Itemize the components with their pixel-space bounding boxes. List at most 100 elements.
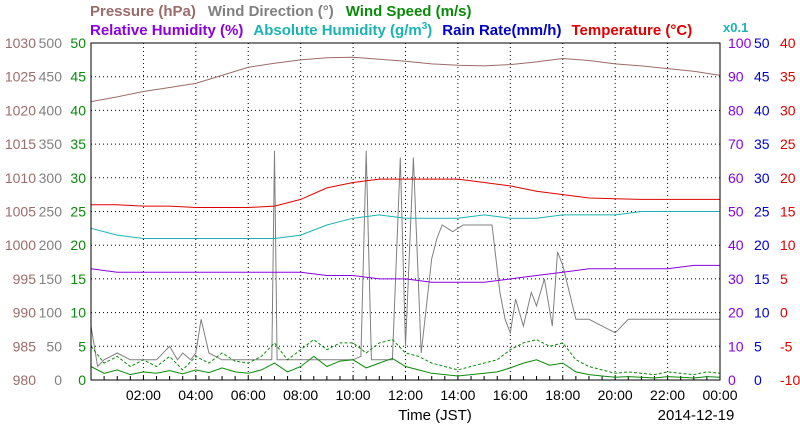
- y-tick-label: 0: [780, 305, 788, 321]
- y-tick-label: 400: [39, 102, 63, 118]
- y-tick-label: 30: [780, 102, 796, 118]
- x-tick-label: 00:00: [702, 387, 737, 403]
- y-tick-label: 40: [728, 237, 744, 253]
- y-tick-label: 10: [780, 237, 796, 253]
- legend-entry: Wind Direction (°): [208, 3, 334, 20]
- x-tick-label: 08:00: [283, 387, 318, 403]
- y-tick-label: 50: [754, 35, 770, 51]
- y-tick-label: 35: [754, 136, 770, 152]
- y-tick-label: 450: [39, 69, 63, 85]
- y-tick-label: 45: [70, 69, 86, 85]
- x-tick-label: 12:00: [388, 387, 423, 403]
- y-tick-label: 25: [70, 204, 86, 220]
- y-tick-label: 50: [70, 35, 86, 51]
- legend-entry: Temperature (°C): [571, 22, 692, 39]
- y-tick-label: 30: [70, 170, 86, 186]
- y-tick-label: 30: [728, 271, 744, 287]
- y-tick-label: -10: [780, 372, 800, 388]
- y-tick-label: 40: [754, 102, 770, 118]
- y-tick-label: 20: [70, 237, 86, 253]
- y-tick-label: 30: [754, 170, 770, 186]
- y-tick-label: 1030: [5, 35, 36, 51]
- y-tick-label: 980: [13, 372, 37, 388]
- x-tick-label: 10:00: [336, 387, 371, 403]
- y-tick-label: 1020: [5, 102, 36, 118]
- y-tick-label: 90: [728, 69, 744, 85]
- y-tick-label: 0: [78, 372, 86, 388]
- y-tick-label: 15: [70, 271, 86, 287]
- x-tick-label: 06:00: [231, 387, 266, 403]
- y-tick-label: 5: [78, 338, 86, 354]
- legend-entry: Pressure (hPa): [90, 3, 196, 20]
- y-tick-label: 50: [728, 204, 744, 220]
- y-tick-label: 250: [39, 204, 63, 220]
- legend-entry: Rain Rate(mm/h): [442, 22, 561, 39]
- y-tick-label: 100: [728, 35, 752, 51]
- y-tick-label: 70: [728, 136, 744, 152]
- y-tick-label: 20: [728, 305, 744, 321]
- y-tick-label: 990: [13, 305, 37, 321]
- y-tick-label: 300: [39, 170, 63, 186]
- x-tick-label: 04:00: [178, 387, 213, 403]
- y-tick-label: 1000: [5, 237, 36, 253]
- y-tick-label: 40: [780, 35, 796, 51]
- y-tick-label: 0: [728, 372, 736, 388]
- series-lines: [90, 56, 721, 381]
- y-tick-label: 50: [46, 338, 62, 354]
- y-tick-label: 350: [39, 136, 63, 152]
- y-tick-label: 40: [70, 102, 86, 118]
- y-tick-label: 20: [754, 237, 770, 253]
- y-tick-label: 1005: [5, 204, 36, 220]
- y-tick-label: 0: [754, 372, 762, 388]
- series-line: [90, 264, 720, 283]
- y-tick-label: 10: [70, 305, 86, 321]
- y-tick-label: 0: [54, 372, 62, 388]
- y-tick-label: -5: [780, 338, 793, 354]
- y-tick-label: 200: [39, 237, 63, 253]
- y-tick-label: 1010: [5, 170, 36, 186]
- y-tick-label: 500: [39, 35, 63, 51]
- legend-entry: Relative Humidity (%): [90, 22, 243, 39]
- y-tick-label: 45: [754, 69, 770, 85]
- y-tick-label: 10: [728, 338, 744, 354]
- x-axis-title: Time (JST): [398, 407, 472, 424]
- legend: Pressure (hPa) Wind Direction (°) Wind Spe…: [90, 3, 748, 39]
- x-tick-label: 20:00: [598, 387, 633, 403]
- plot-frame: [90, 42, 721, 381]
- series-line: [90, 338, 721, 376]
- x-axis: 02:00 04:00 06:00 08:00 10:00 12:00 14:00 16:00…: [126, 387, 738, 403]
- y-tick-label: 35: [780, 69, 796, 85]
- y-tick-label: 5: [754, 338, 762, 354]
- y-tick-label: 150: [39, 271, 63, 287]
- y-tick-label: 5: [780, 271, 788, 287]
- y-tick-label: 80: [728, 102, 744, 118]
- x-tick-label: 02:00: [126, 387, 161, 403]
- x-tick-label: 16:00: [493, 387, 528, 403]
- series-line: [90, 211, 720, 239]
- date-label: 2014-12-19: [658, 407, 735, 424]
- y-tick-label: 100: [39, 305, 63, 321]
- y-tick-label: 35: [70, 136, 86, 152]
- y-axes: 1030102510201015101010051000995990985980…: [5, 35, 800, 388]
- y-tick-label: 15: [754, 271, 770, 287]
- y-tick-label: 25: [780, 136, 796, 152]
- y-tick-label: 1025: [5, 69, 36, 85]
- y-tick-label: 20: [780, 170, 796, 186]
- y-tick-label: 60: [728, 170, 744, 186]
- legend-entry: Absolute Humidity (g/m3): [253, 21, 432, 39]
- series-line: [90, 56, 721, 103]
- x-tick-label: 18:00: [545, 387, 580, 403]
- series-line: [90, 150, 720, 368]
- y-tick-label: 15: [780, 204, 796, 220]
- y-tick-label: 985: [13, 338, 37, 354]
- series-line: [91, 178, 720, 208]
- y-tick-label: 995: [13, 271, 37, 287]
- x-tick-label: 14:00: [440, 387, 475, 403]
- x-tick-label: 22:00: [650, 387, 685, 403]
- legend-entry: Wind Speed (m/s): [346, 3, 472, 20]
- legend-multiplier: x0.1: [723, 20, 748, 35]
- series-line: [90, 355, 721, 379]
- y-tick-label: 10: [754, 305, 770, 321]
- grid: [91, 43, 720, 380]
